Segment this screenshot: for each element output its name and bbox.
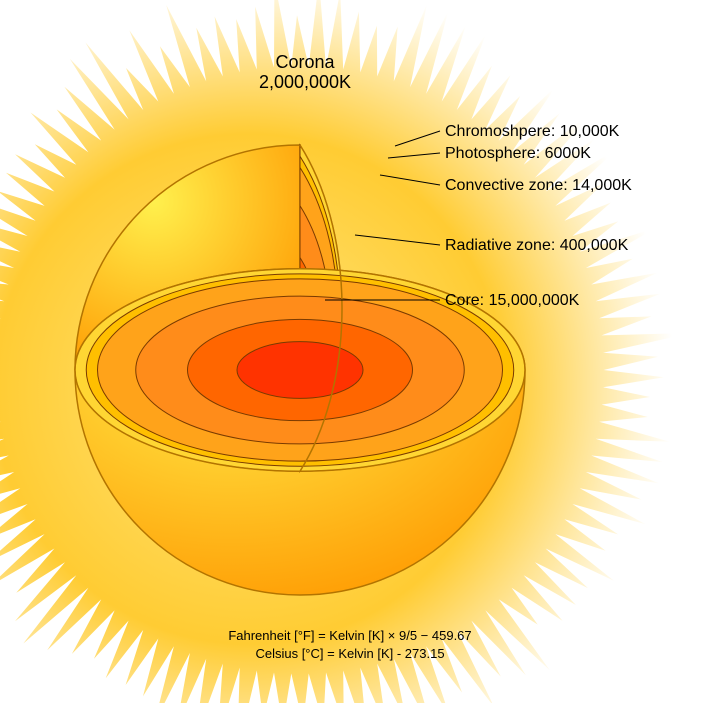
horizontal-ring-5 (237, 342, 363, 399)
label-radiative: Radiative zone: 400,000K (445, 237, 629, 254)
label-chromosphere: Chromoshpere: 10,000K (445, 123, 620, 140)
label-convective: Convective zone: 14,000K (445, 177, 632, 194)
corona-title-line2: 2,000,000K (259, 72, 351, 92)
footer-fahrenheit: Fahrenheit [°F] = Kelvin [K] × 9/5 − 459… (228, 628, 471, 643)
footer-celsius: Celsius [°C] = Kelvin [K] - 273.15 (255, 646, 444, 661)
label-photosphere: Photosphere: 6000K (445, 145, 591, 162)
corona-title-line1: Corona (275, 52, 335, 72)
label-core: Core: 15,000,000K (445, 292, 580, 309)
sun-layers-diagram: Corona 2,000,000K Chromoshpere: 10,000K … (0, 0, 701, 703)
